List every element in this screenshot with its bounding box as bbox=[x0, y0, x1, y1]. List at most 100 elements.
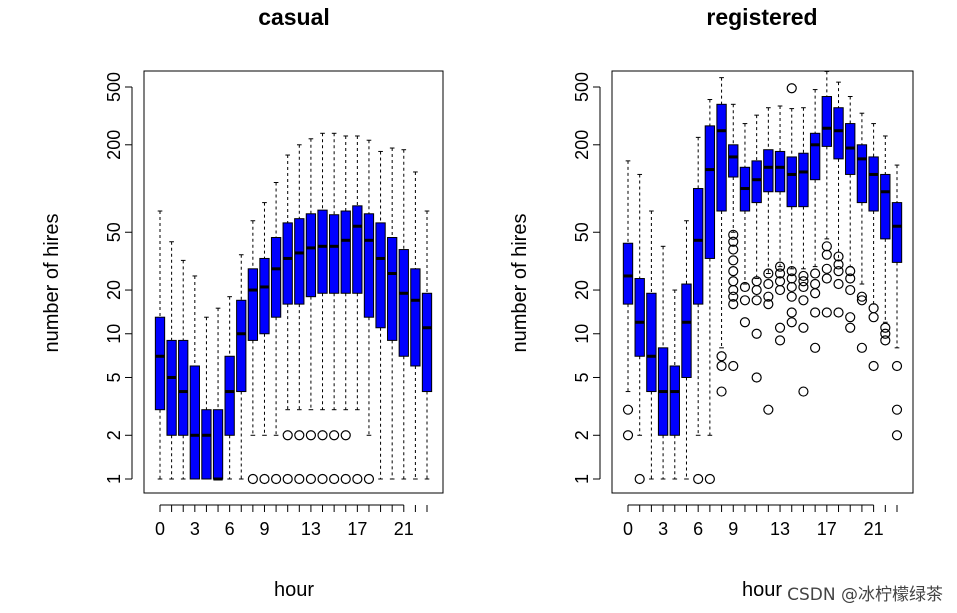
iqr-box bbox=[809, 132, 821, 181]
outlier-point bbox=[728, 236, 739, 247]
outlier-point bbox=[774, 284, 786, 296]
outlier-point bbox=[340, 430, 351, 441]
outlier-point bbox=[786, 307, 797, 318]
outlier-point bbox=[786, 83, 797, 94]
outlier-point bbox=[294, 473, 305, 485]
outlier-point bbox=[845, 266, 856, 277]
box-registered-hour-20 bbox=[856, 112, 868, 353]
x-tick-label-21: 21 bbox=[864, 519, 884, 539]
iqr-box bbox=[798, 152, 809, 208]
outlier-point bbox=[763, 291, 774, 302]
outlier-point bbox=[821, 263, 832, 274]
outlier-point bbox=[751, 284, 762, 296]
box-casual-hour-7 bbox=[236, 254, 247, 480]
outlier-point bbox=[728, 299, 739, 310]
outlier-point bbox=[340, 473, 351, 485]
iqr-box bbox=[317, 209, 328, 294]
box-casual-hour-1 bbox=[166, 241, 177, 480]
outlier-point bbox=[716, 360, 727, 372]
outlier-point bbox=[751, 276, 762, 287]
chart-title-registered: registered bbox=[706, 4, 817, 30]
plot-area-registered: 1 2 5 10 20 50 200 500 0 3 6 9 13 17 21 bbox=[572, 70, 914, 539]
iqr-box bbox=[634, 278, 645, 357]
outlier-point bbox=[786, 266, 797, 277]
outlier-point bbox=[786, 281, 797, 293]
outlier-point bbox=[693, 473, 704, 485]
box-casual-hour-17 bbox=[352, 135, 363, 485]
iqr-box bbox=[891, 202, 903, 263]
box-registered-hour-18 bbox=[833, 81, 844, 318]
outlier-point bbox=[821, 249, 832, 260]
outlier-point bbox=[891, 360, 903, 372]
outlier-point bbox=[891, 404, 903, 415]
iqr-box bbox=[880, 173, 891, 240]
iqr-box bbox=[681, 283, 692, 378]
box-registered-hour-14 bbox=[786, 83, 797, 328]
y-tick-label-500: 500 bbox=[104, 72, 124, 102]
outlier-point bbox=[821, 241, 832, 252]
outlier-point bbox=[810, 278, 821, 290]
box-registered-hour-12 bbox=[763, 107, 774, 415]
outlier-point bbox=[856, 295, 868, 306]
outlier-point bbox=[728, 255, 739, 266]
outlier-point bbox=[763, 404, 774, 415]
outlier-point bbox=[786, 291, 797, 302]
box-registered-hour-10 bbox=[739, 123, 751, 328]
iqr-box bbox=[259, 257, 270, 335]
outlier-point bbox=[833, 251, 844, 262]
x-tick-label-13: 13 bbox=[301, 519, 321, 539]
box-casual-hour-23 bbox=[421, 210, 433, 480]
y-tick-label-1: 1 bbox=[572, 474, 592, 484]
outlier-point bbox=[786, 317, 797, 328]
outlier-point bbox=[305, 430, 317, 441]
box-registered-hour-2 bbox=[646, 210, 657, 480]
box-casual-hour-14 bbox=[317, 132, 328, 485]
box-registered-hour-5 bbox=[681, 220, 692, 480]
iqr-box bbox=[294, 218, 305, 305]
outlier-point bbox=[845, 312, 856, 323]
outlier-point bbox=[305, 473, 317, 485]
box-registered-hour-9 bbox=[728, 103, 739, 372]
box-registered-hour-13 bbox=[774, 105, 786, 346]
box-registered-hour-3 bbox=[657, 245, 669, 480]
outlier-point bbox=[728, 229, 739, 240]
box-casual-hour-5 bbox=[212, 307, 224, 481]
outlier-point bbox=[716, 351, 727, 362]
iqr-box bbox=[421, 292, 433, 393]
outlier-point bbox=[810, 307, 821, 318]
outlier-point bbox=[798, 322, 809, 333]
outlier-point bbox=[329, 473, 340, 485]
iqr-box bbox=[363, 213, 375, 318]
outlier-point bbox=[329, 430, 340, 441]
iqr-box bbox=[247, 268, 259, 341]
outlier-point bbox=[774, 276, 786, 287]
outlier-point bbox=[845, 284, 856, 296]
box-registered-hour-6 bbox=[692, 136, 704, 485]
box-casual-hour-9 bbox=[259, 202, 270, 485]
x-axis-label-casual: hour bbox=[274, 579, 314, 601]
y-tick-label-500: 500 bbox=[572, 72, 592, 102]
outlier-point bbox=[622, 404, 634, 415]
box-casual-hour-2 bbox=[178, 259, 189, 480]
outlier-point bbox=[704, 473, 715, 485]
x-tick-label-9: 9 bbox=[259, 519, 269, 539]
outlier-point bbox=[774, 335, 786, 346]
y-tick-label-5: 5 bbox=[572, 372, 592, 382]
outlier-point bbox=[728, 244, 739, 255]
outlier-point bbox=[833, 266, 844, 277]
iqr-box bbox=[212, 409, 224, 480]
outlier-point bbox=[728, 291, 739, 302]
outlier-point bbox=[247, 473, 258, 485]
iqr-box bbox=[646, 292, 657, 393]
outlier-point bbox=[763, 278, 774, 290]
chart-title-casual: casual bbox=[258, 4, 330, 30]
iqr-box bbox=[178, 339, 189, 436]
x-tick-label-17: 17 bbox=[347, 519, 367, 539]
box-registered-hour-11 bbox=[751, 114, 762, 383]
outlier-point bbox=[259, 473, 270, 485]
outlier-point bbox=[774, 268, 786, 279]
outlier-point bbox=[751, 328, 762, 339]
x-tick-label-3: 3 bbox=[190, 519, 200, 539]
outlier-point bbox=[763, 268, 774, 279]
y-axis-label-registered: number of hires bbox=[509, 214, 531, 353]
